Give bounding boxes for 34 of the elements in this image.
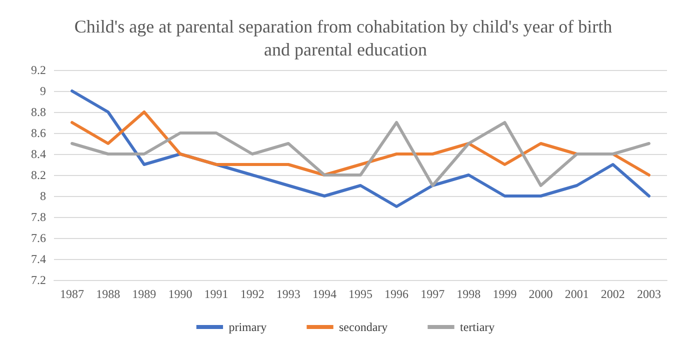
x-tick-label: 2000: [528, 287, 553, 301]
legend-label: tertiary: [460, 320, 495, 334]
x-tick-label: 1987: [60, 287, 84, 301]
x-tick-label: 1999: [492, 287, 517, 301]
y-tick-label: 7.6: [31, 231, 46, 245]
x-tick-label: 1989: [132, 287, 156, 301]
y-tick-label: 9.2: [31, 63, 46, 77]
y-tick-label: 8.8: [31, 105, 46, 119]
x-tick-label: 1995: [348, 287, 372, 301]
y-tick-label: 8.2: [31, 168, 46, 182]
line-series: [70, 90, 650, 208]
y-tick-label: 7.8: [31, 210, 46, 224]
x-tick-label: 1998: [456, 287, 481, 301]
x-tick-label: 1996: [384, 287, 409, 301]
y-tick-label: 8.4: [31, 147, 46, 161]
chart-title: Child's age at parental separation from cohabitation by child's year of birth and parental education: [74, 16, 617, 60]
x-tick-label: 1992: [240, 287, 264, 301]
x-tick-label: 1988: [96, 287, 120, 301]
legend-label: primary: [228, 320, 267, 334]
y-tick-label: 8: [40, 189, 46, 203]
x-tick-label: 2002: [600, 287, 625, 301]
y-tick-label: 7.2: [31, 273, 46, 287]
y-tick-label: 7.4: [31, 252, 46, 266]
x-tick-label: 1994: [312, 287, 336, 301]
y-tick-label: 9: [40, 84, 46, 98]
x-tick-label: 2003: [636, 287, 661, 301]
line-series: [70, 121, 650, 187]
y-tick-label: 8.6: [31, 126, 46, 140]
x-tick-label: 2001: [564, 287, 589, 301]
legend-label: secondary: [339, 320, 388, 334]
x-tick-label: 1991: [204, 287, 228, 301]
x-tick-label: 1993: [276, 287, 300, 301]
x-tick-label: 1997: [420, 287, 445, 301]
x-tick-label: 1990: [168, 287, 192, 301]
